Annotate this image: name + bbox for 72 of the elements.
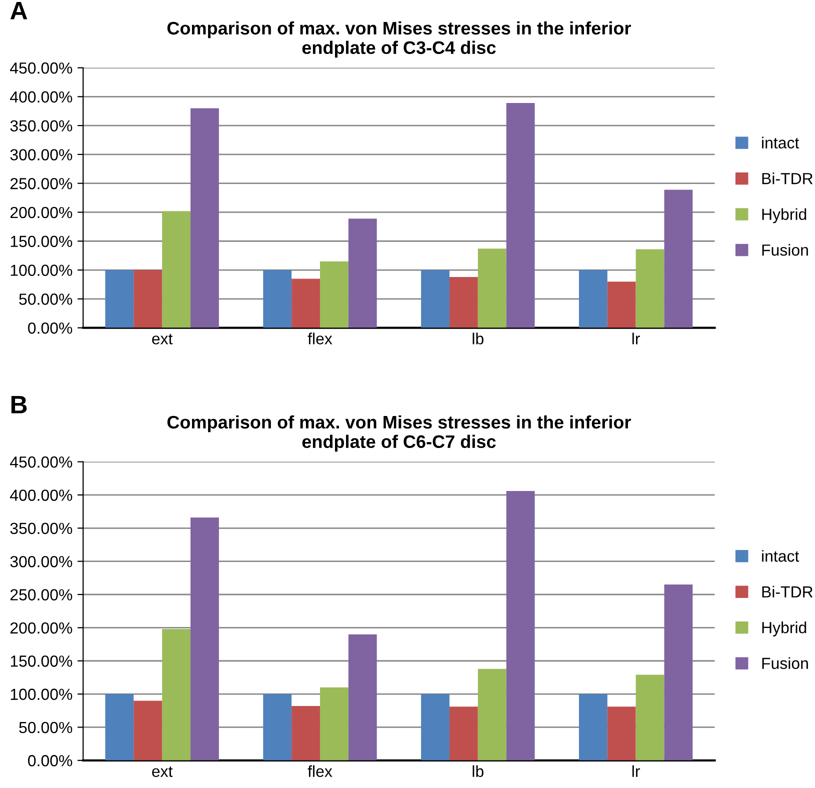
y-tick-label: 300.00% [10,556,72,568]
y-tick-label: 300.00% [10,149,72,160]
y-tick-label: 350.00% [10,120,72,132]
y-tick-label: 250.00% [10,178,72,190]
bar [320,687,348,760]
legend-label: Bi-TDR [762,172,813,184]
text: B [11,396,27,414]
bar [478,668,506,760]
y-tick-label: 0.00% [28,755,72,766]
bar [449,276,478,328]
x-tick-label: lb [472,332,484,344]
bar [421,694,450,760]
bar [607,282,636,328]
legend-label: Bi-TDR [762,586,813,598]
bar [105,694,134,760]
bar [578,694,608,760]
legend-label: Hybrid [762,622,806,636]
bar [348,218,377,328]
x-tick-label: flex [308,765,332,778]
x-tick-label: lr [632,765,640,777]
bar [664,584,693,760]
bar [263,694,292,760]
bar [162,629,191,760]
chart-title: Comparison of max. von Mises stresses in the inferior endplate of C3-C4 disc [167,21,631,58]
bar [190,518,219,760]
x-tick-label: flex [308,332,332,344]
y-tick-label: 100.00% [10,264,72,276]
bar [348,634,377,760]
legend-label: Hybrid [762,208,806,224]
chart-title: Comparison of max. von Mises stresses in the inferior endplate of C6-C7 disc [167,415,631,452]
bar [506,103,535,328]
y-tick-label: 250.00% [10,589,72,600]
bar [506,490,535,760]
y-tick-label: 450.00% [10,62,72,74]
bar [320,261,348,328]
bar [190,108,219,328]
y-tick-label: 50.00% [19,294,72,305]
bar [263,270,292,328]
y-tick-label: 100.00% [10,688,72,700]
x-tick-label: lb [472,765,484,778]
bar [292,706,320,760]
y-tick-label: 200.00% [10,622,72,634]
bar [162,211,191,328]
bar [636,674,664,760]
bar [478,248,506,328]
bar [607,706,636,760]
x-tick-label: lr [632,332,640,344]
text: A [10,2,28,20]
bar [664,190,693,328]
bar [105,270,134,328]
y-tick-label: 400.00% [10,490,72,501]
bar [421,270,450,328]
x-tick-label: ext [152,334,173,344]
legend-label: Fusion [762,244,808,256]
y-tick-label: 50.00% [19,722,72,734]
bar [578,270,608,328]
bar [449,706,478,760]
y-tick-label: 150.00% [10,656,72,667]
y-tick-label: 350.00% [10,522,72,534]
bar [134,270,162,328]
legend-label: intact [762,136,800,149]
bar [292,278,320,328]
y-tick-label: 150.00% [10,236,72,248]
legend-label: Fusion [762,657,808,670]
y-tick-label: 0.00% [28,322,72,334]
bar [636,249,664,328]
bar [134,700,162,760]
legend-label: intact [762,550,800,562]
y-tick-label: 400.00% [10,91,72,103]
y-tick-label: 450.00% [10,456,72,468]
x-tick-label: ext [152,766,173,778]
y-tick-label: 200.00% [10,206,72,218]
